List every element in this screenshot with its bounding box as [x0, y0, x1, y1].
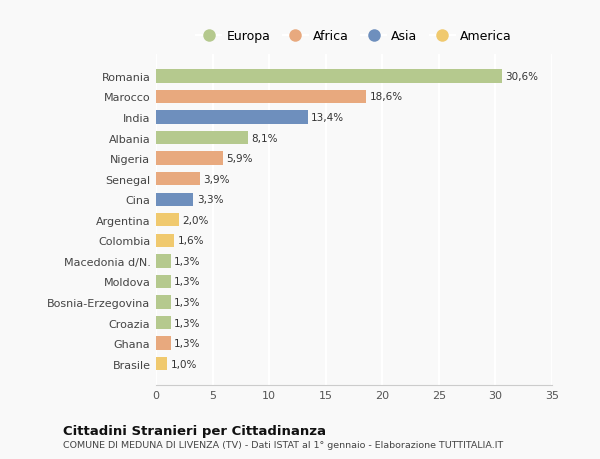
Text: 1,3%: 1,3%: [174, 338, 200, 348]
Text: 1,3%: 1,3%: [174, 318, 200, 328]
Text: 13,4%: 13,4%: [311, 113, 344, 123]
Bar: [156, 213, 179, 227]
Bar: [156, 337, 171, 350]
Text: 8,1%: 8,1%: [251, 133, 278, 143]
Bar: [156, 255, 171, 268]
Text: Cittadini Stranieri per Cittadinanza: Cittadini Stranieri per Cittadinanza: [63, 424, 326, 437]
Bar: [156, 70, 502, 84]
Text: 2,0%: 2,0%: [182, 215, 208, 225]
Text: 1,3%: 1,3%: [174, 256, 200, 266]
Bar: [156, 316, 171, 330]
Text: 1,0%: 1,0%: [171, 359, 197, 369]
Text: 5,9%: 5,9%: [226, 154, 253, 164]
Bar: [156, 90, 367, 104]
Text: COMUNE DI MEDUNA DI LIVENZA (TV) - Dati ISTAT al 1° gennaio - Elaborazione TUTTI: COMUNE DI MEDUNA DI LIVENZA (TV) - Dati …: [63, 441, 503, 449]
Text: 1,3%: 1,3%: [174, 277, 200, 287]
Bar: [156, 132, 248, 145]
Bar: [156, 357, 167, 370]
Legend: Europa, Africa, Asia, America: Europa, Africa, Asia, America: [191, 25, 517, 48]
Bar: [156, 111, 308, 124]
Bar: [156, 152, 223, 165]
Text: 1,6%: 1,6%: [178, 236, 204, 246]
Text: 30,6%: 30,6%: [506, 72, 539, 82]
Text: 3,9%: 3,9%: [203, 174, 230, 185]
Bar: [156, 173, 200, 186]
Bar: [156, 193, 193, 207]
Bar: [156, 234, 174, 247]
Bar: [156, 275, 171, 289]
Bar: [156, 296, 171, 309]
Text: 18,6%: 18,6%: [370, 92, 403, 102]
Text: 1,3%: 1,3%: [174, 297, 200, 308]
Text: 3,3%: 3,3%: [197, 195, 223, 205]
